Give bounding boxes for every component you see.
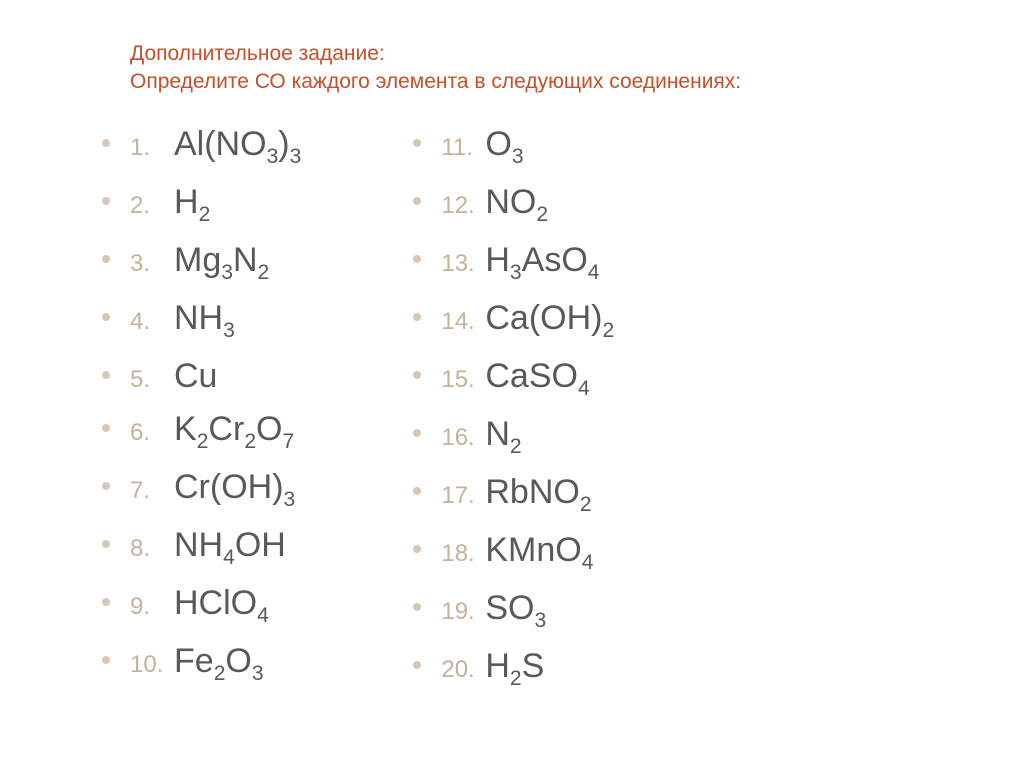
chemical-formula: H2 bbox=[174, 183, 210, 227]
list-item: 18.KMnO4 bbox=[441, 531, 614, 575]
item-number: 18. bbox=[441, 540, 485, 568]
column-right: 11.O312.NO213.H3AsO414.Ca(OH)215.CaSO416… bbox=[441, 125, 614, 705]
header-line-2: Определите СО каждого элемента в следующ… bbox=[130, 68, 934, 96]
chemical-formula: RbNO2 bbox=[485, 473, 591, 517]
list-item: 15.CaSO4 bbox=[441, 357, 614, 401]
bullet-icon bbox=[102, 255, 110, 263]
item-number: 10. bbox=[130, 651, 174, 679]
bullet-icon bbox=[413, 139, 421, 147]
list-item: 12.NO2 bbox=[441, 183, 614, 227]
item-number: 20. bbox=[441, 656, 485, 684]
chemical-formula: K2Cr2O7 bbox=[174, 410, 294, 454]
list-item: 14.Ca(OH)2 bbox=[441, 299, 614, 343]
item-number: 16. bbox=[441, 424, 485, 452]
bullet-icon bbox=[102, 197, 110, 205]
item-number: 15. bbox=[441, 366, 485, 394]
chemical-formula: Cr(OH)3 bbox=[174, 468, 295, 512]
chemical-formula: O3 bbox=[485, 125, 523, 169]
list-item: 20.H2S bbox=[441, 647, 614, 691]
slide: Дополнительное задание: Определите СО ка… bbox=[0, 0, 1024, 745]
bullet-icon bbox=[102, 598, 110, 606]
list-item: 19.SO3 bbox=[441, 589, 614, 633]
bullet-icon bbox=[413, 603, 421, 611]
item-number: 12. bbox=[441, 192, 485, 220]
item-number: 9. bbox=[130, 593, 174, 621]
list-item: 17.RbNO2 bbox=[441, 473, 614, 517]
chemical-formula: Al(NO3)3 bbox=[174, 125, 301, 169]
header: Дополнительное задание: Определите СО ка… bbox=[130, 40, 934, 97]
chemical-formula: NO2 bbox=[485, 183, 548, 227]
list-item: 9.HClO4 bbox=[130, 584, 301, 628]
item-number: 7. bbox=[130, 477, 174, 505]
list-item: 2.H2 bbox=[130, 183, 301, 227]
list-item: 1.Al(NO3)3 bbox=[130, 125, 301, 169]
item-number: 6. bbox=[130, 419, 174, 447]
bullet-icon bbox=[102, 482, 110, 490]
bullet-icon bbox=[413, 371, 421, 379]
chemical-formula: Ca(OH)2 bbox=[485, 299, 614, 343]
list-item: 11.O3 bbox=[441, 125, 614, 169]
list-item: 8.NH4OH bbox=[130, 526, 301, 570]
item-number: 4. bbox=[130, 308, 174, 336]
list-item: 7.Cr(OH)3 bbox=[130, 468, 301, 512]
item-number: 2. bbox=[130, 192, 174, 220]
item-number: 14. bbox=[441, 308, 485, 336]
header-line-1: Дополнительное задание: bbox=[130, 40, 934, 68]
chemical-formula: Mg3N2 bbox=[174, 241, 269, 285]
list-item: 13.H3AsO4 bbox=[441, 241, 614, 285]
item-number: 17. bbox=[441, 482, 485, 510]
chemical-formula: KMnO4 bbox=[485, 531, 593, 575]
item-number: 8. bbox=[130, 535, 174, 563]
bullet-icon bbox=[413, 429, 421, 437]
item-number: 5. bbox=[130, 366, 174, 394]
column-left: 1.Al(NO3)32.H23.Mg3N24.NH35.Cu6.K2Cr2O77… bbox=[130, 125, 301, 705]
chemical-formula: HClO4 bbox=[174, 584, 269, 628]
bullet-icon bbox=[102, 540, 110, 548]
chemical-formula: N2 bbox=[485, 415, 521, 459]
bullet-icon bbox=[413, 255, 421, 263]
list-item: 10.Fe2O3 bbox=[130, 642, 301, 686]
chemical-formula: H2S bbox=[485, 647, 544, 691]
chemical-formula: Fe2O3 bbox=[174, 642, 264, 686]
bullet-icon bbox=[413, 313, 421, 321]
list-item: 3.Mg3N2 bbox=[130, 241, 301, 285]
item-number: 13. bbox=[441, 250, 485, 278]
item-number: 3. bbox=[130, 250, 174, 278]
chemical-formula: NH4OH bbox=[174, 526, 286, 570]
chemical-formula: SO3 bbox=[485, 589, 546, 633]
item-number: 19. bbox=[441, 598, 485, 626]
list-item: 5.Cu bbox=[130, 357, 301, 396]
bullet-icon bbox=[413, 197, 421, 205]
bullet-icon bbox=[413, 487, 421, 495]
bullet-icon bbox=[102, 371, 110, 379]
chemical-formula: Cu bbox=[174, 357, 217, 396]
list-item: 16.N2 bbox=[441, 415, 614, 459]
chemical-formula: CaSO4 bbox=[485, 357, 589, 401]
list-item: 6.K2Cr2O7 bbox=[130, 410, 301, 454]
chemical-formula: NH3 bbox=[174, 299, 235, 343]
bullet-icon bbox=[413, 545, 421, 553]
bullet-icon bbox=[102, 424, 110, 432]
bullet-icon bbox=[413, 661, 421, 669]
bullet-icon bbox=[102, 313, 110, 321]
list-item: 4.NH3 bbox=[130, 299, 301, 343]
bullet-icon bbox=[102, 656, 110, 664]
columns: 1.Al(NO3)32.H23.Mg3N24.NH35.Cu6.K2Cr2O77… bbox=[130, 125, 934, 705]
item-number: 11. bbox=[441, 134, 485, 162]
chemical-formula: H3AsO4 bbox=[485, 241, 599, 285]
bullet-icon bbox=[102, 139, 110, 147]
item-number: 1. bbox=[130, 134, 174, 162]
